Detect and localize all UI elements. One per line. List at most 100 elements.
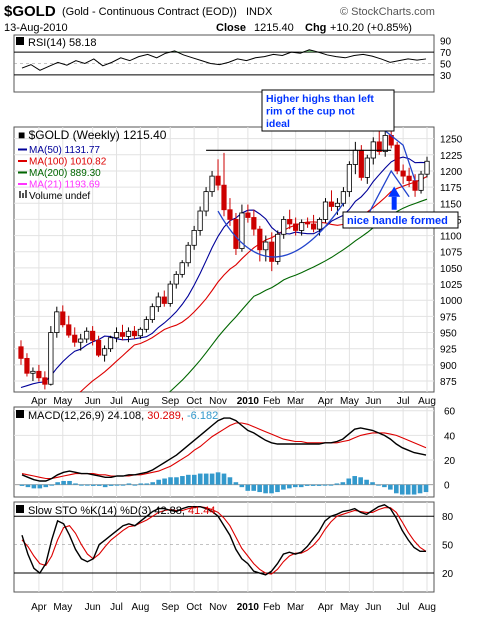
bottom-x-label: Sep (161, 602, 179, 613)
price-tick-label: 1000 (440, 296, 463, 307)
macd-histogram-bar (114, 484, 120, 486)
macd-histogram-bar (73, 483, 78, 485)
close-label: Close (216, 22, 246, 34)
candle-body (418, 173, 424, 191)
bottom-x-label: Apr (31, 602, 47, 613)
bottom-x-label: Feb (263, 602, 281, 613)
macd-histogram-bar (156, 479, 161, 485)
sto-tick-label: 50 (442, 541, 454, 552)
macd-histogram-bar (90, 484, 96, 486)
handle-arrow-shaft (391, 196, 397, 210)
macd-histogram-bar (310, 484, 316, 486)
macd-legend-label: MACD(12,26,9) 24.108, 30.289, -6.182 (28, 410, 218, 422)
candle-body (149, 306, 155, 321)
macd-histogram-bar (203, 473, 209, 485)
price-x-label: Aug (418, 396, 436, 407)
sto-tick-label: 20 (442, 569, 454, 580)
bottom-x-label: Oct (186, 602, 202, 613)
chg-label: Chg (305, 22, 327, 34)
candle-body (72, 334, 78, 343)
chg-value: +10.20 (+0.85%) (330, 22, 412, 34)
rsi-legend-label: RSI(14) 58.18 (28, 37, 96, 49)
sto-tick-label: 80 (442, 512, 454, 523)
price-tick-label: 950 (440, 329, 457, 340)
macd-histogram-bar (132, 484, 138, 486)
rsi-line (21, 49, 427, 71)
candle-body (340, 191, 347, 204)
candle-body (143, 319, 149, 330)
macd-histogram-bar (292, 484, 298, 488)
bottom-x-label: Jun (365, 602, 381, 613)
macd-histogram-bar (162, 478, 167, 485)
macd-histogram-bar (67, 480, 72, 485)
price-x-label: May (53, 396, 72, 407)
volume-swatch (25, 190, 27, 198)
annotation-text: rim of the cup not (266, 106, 355, 118)
price-tick-label: 1050 (440, 264, 463, 275)
candle-body (185, 244, 191, 264)
price-x-label: May (340, 396, 359, 407)
candle-body (281, 219, 287, 235)
macd-histogram-bar (423, 484, 429, 493)
candle-body (36, 370, 42, 379)
candle-body (299, 222, 305, 231)
candle-body (328, 201, 335, 207)
candle-body (161, 296, 167, 304)
handle-line-upper (384, 130, 416, 181)
ma50-line (20, 156, 428, 389)
price-x-label: Aug (132, 396, 150, 407)
annotation-text: nice handle formed (347, 215, 448, 227)
candle-body (394, 144, 400, 172)
candle-body (293, 223, 299, 231)
candle-body (316, 219, 323, 230)
chart-symbol: $GOLD (4, 3, 56, 20)
macd-histogram-bar (126, 483, 132, 485)
macd-histogram-bar (61, 480, 66, 485)
price-tick-label: 1100 (440, 232, 462, 243)
annotation-text: ideal (266, 118, 290, 130)
sto-legend-value: 41.44 (188, 505, 216, 517)
bottom-x-label: May (340, 602, 359, 613)
candle-body (119, 332, 126, 337)
candle-body (334, 202, 341, 207)
macd-histogram-bar (316, 484, 322, 486)
macd-histogram-bar (304, 484, 310, 486)
candle-body (239, 212, 245, 249)
candle-body (197, 210, 203, 231)
macd-histogram-bar (43, 484, 49, 488)
macd-histogram-bar (251, 484, 257, 491)
price-x-label: 2010 (237, 396, 260, 407)
bottom-x-label: 2010 (237, 602, 260, 613)
candle-body (352, 149, 358, 165)
source-credit[interactable]: © StockCharts.com (340, 6, 435, 18)
macd-histogram-bar (120, 484, 126, 486)
price-legend-title: ■ $GOLD (Weekly) 1215.40 (18, 128, 167, 142)
candle-body (233, 219, 239, 249)
chart-date: 13-Aug-2010 (4, 22, 68, 34)
macd-histogram-bar (150, 482, 156, 485)
candle-body (24, 357, 30, 374)
macd-histogram-bar (269, 484, 274, 494)
candle-body (191, 230, 197, 246)
macd-histogram-bar (85, 484, 90, 486)
candle-body (179, 262, 185, 275)
candle-body (101, 348, 108, 356)
macd-histogram-bar (108, 484, 114, 486)
legend-ma50: MA(50) 1131.77 (29, 145, 100, 156)
candle-body (137, 328, 144, 337)
macd-histogram-bar (233, 482, 239, 485)
price-x-label: Sep (161, 396, 179, 407)
macd-tick-label: 40 (444, 431, 456, 442)
macd-histogram-bar (405, 484, 411, 495)
macd-histogram-bar (96, 484, 102, 486)
candle-body (275, 233, 281, 262)
rsi-tick-label: 50 (440, 60, 452, 71)
candle-body (269, 241, 275, 262)
candle-body (358, 149, 364, 178)
candle-body (424, 160, 430, 175)
chart-exchange: INDX (246, 6, 273, 18)
macd-histogram-bar (49, 484, 55, 486)
candle-body (107, 337, 114, 350)
ma200-line (168, 198, 428, 392)
